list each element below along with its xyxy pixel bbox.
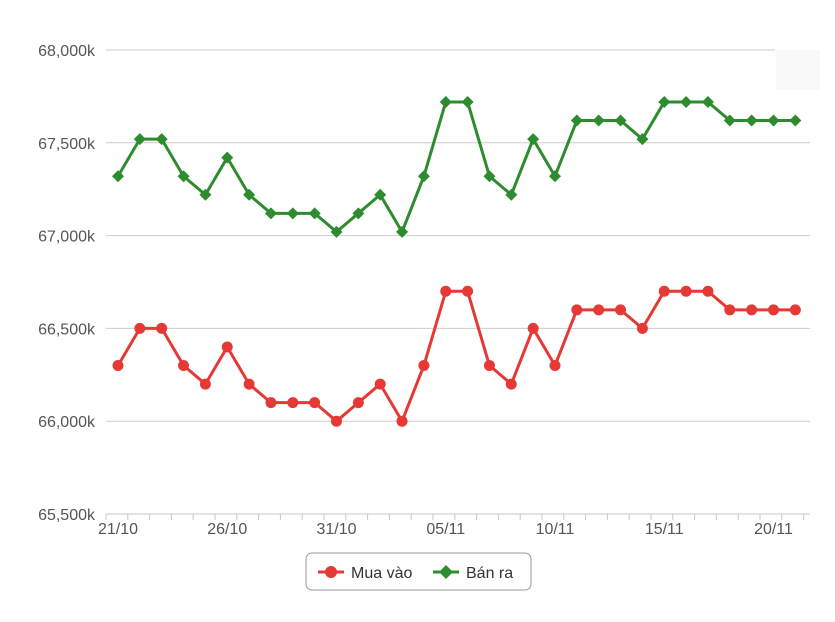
data-point[interactable] (614, 114, 627, 127)
legend-label-mua-vao: Mua vào (351, 565, 412, 582)
data-point[interactable] (156, 322, 168, 334)
series-mua-vao (112, 285, 801, 427)
x-axis (105, 513, 810, 520)
data-point[interactable] (309, 397, 321, 409)
chart-corner-panel (776, 50, 820, 90)
series-line-ban-ra (116, 100, 796, 234)
data-point[interactable] (134, 322, 146, 334)
x-tick-label: 10/11 (536, 521, 575, 538)
data-point[interactable] (593, 304, 605, 316)
data-point[interactable] (483, 170, 496, 183)
data-point[interactable] (265, 397, 277, 409)
data-point[interactable] (527, 133, 540, 146)
data-point[interactable] (374, 188, 387, 201)
x-tick-label: 26/10 (207, 521, 247, 538)
legend: Mua vào Bán ra (305, 552, 532, 591)
data-point[interactable] (287, 397, 299, 409)
y-tick-label: 67,500k (38, 136, 96, 153)
data-point[interactable] (221, 341, 233, 353)
data-point[interactable] (658, 285, 670, 297)
data-point[interactable] (199, 188, 212, 201)
y-axis-tick-labels: 65,500k 66,000k 66,500k 67,000k 67,500k 68,00… (38, 43, 96, 524)
legend-marker-ban-ra (439, 565, 453, 579)
legend-label-ban-ra: Bán ra (466, 565, 513, 582)
data-point[interactable] (527, 322, 539, 334)
data-point[interactable] (243, 378, 255, 390)
data-point[interactable] (177, 170, 190, 183)
grid-lines (106, 49, 810, 422)
data-point[interactable] (286, 207, 299, 220)
data-point[interactable] (549, 170, 561, 183)
data-point[interactable] (417, 170, 430, 183)
data-point[interactable] (439, 95, 452, 108)
data-point[interactable] (745, 114, 758, 127)
data-point[interactable] (768, 304, 779, 316)
data-point[interactable] (549, 360, 561, 372)
legend-item-ban-ra[interactable]: Bán ra (433, 565, 513, 582)
x-axis-tick-labels: 21/10 26/10 31/10 05/11 10/11 15/11 20/11 (98, 521, 793, 538)
data-point[interactable] (636, 322, 648, 334)
data-point[interactable] (461, 95, 474, 108)
data-point[interactable] (133, 133, 146, 146)
data-point[interactable] (680, 285, 692, 297)
data-point[interactable] (570, 114, 583, 127)
data-point[interactable] (505, 378, 517, 390)
data-point[interactable] (330, 225, 343, 238)
data-point[interactable] (374, 378, 386, 390)
data-point[interactable] (396, 225, 409, 238)
data-point[interactable] (789, 304, 801, 316)
data-point[interactable] (767, 114, 780, 127)
series-ban-ra (112, 95, 802, 238)
x-tick-label: 15/11 (645, 521, 684, 538)
series-line-mua-vao (116, 289, 796, 423)
data-point[interactable] (723, 114, 736, 127)
data-point[interactable] (592, 114, 605, 127)
x-tick-label: 05/11 (426, 521, 465, 538)
data-point[interactable] (746, 304, 758, 316)
data-point[interactable] (352, 207, 365, 220)
data-point[interactable] (462, 285, 474, 297)
data-point[interactable] (243, 188, 256, 201)
data-point[interactable] (724, 304, 736, 316)
y-tick-label: 68,000k (38, 43, 96, 60)
data-point[interactable] (702, 285, 714, 297)
legend-marker-mua-vao (325, 566, 337, 578)
data-point[interactable] (112, 170, 124, 183)
data-point[interactable] (418, 360, 430, 372)
x-tick-label: 21/10 (98, 521, 138, 538)
data-point[interactable] (155, 133, 168, 146)
y-tick-label: 65,500k (38, 507, 96, 524)
series-group (112, 95, 802, 427)
data-point[interactable] (483, 360, 495, 372)
x-tick-label: 31/10 (316, 521, 356, 538)
data-point[interactable] (264, 207, 277, 220)
data-point[interactable] (680, 95, 693, 108)
data-point[interactable] (789, 114, 802, 127)
y-tick-label: 66,500k (38, 321, 96, 338)
y-tick-label: 66,000k (38, 414, 96, 431)
data-point[interactable] (221, 151, 234, 164)
data-point[interactable] (505, 188, 518, 201)
legend-item-mua-vao[interactable]: Mua vào (318, 565, 412, 582)
data-point[interactable] (636, 133, 649, 146)
data-point[interactable] (658, 95, 671, 108)
data-point[interactable] (571, 304, 583, 316)
data-point[interactable] (396, 415, 408, 427)
data-point[interactable] (615, 304, 627, 316)
data-point[interactable] (178, 360, 190, 372)
data-point[interactable] (352, 397, 364, 409)
data-point[interactable] (331, 415, 342, 427)
data-point[interactable] (199, 378, 211, 390)
data-point[interactable] (112, 360, 124, 372)
x-tick-label: 20/11 (754, 521, 793, 538)
y-tick-label: 67,000k (38, 229, 96, 246)
data-point[interactable] (701, 95, 714, 108)
data-point[interactable] (308, 207, 321, 220)
data-point[interactable] (440, 285, 452, 297)
legend-box (305, 552, 532, 591)
